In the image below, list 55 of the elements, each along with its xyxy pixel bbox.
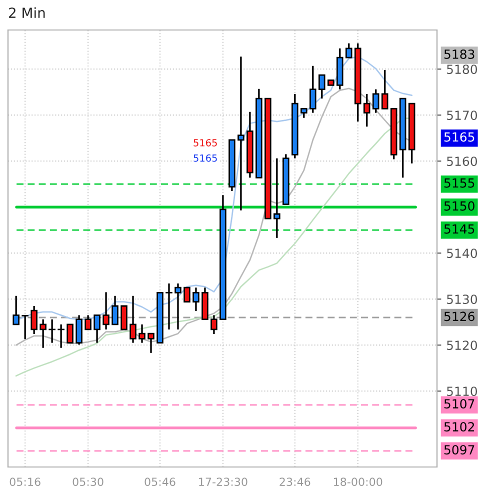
candlestick bbox=[58, 324, 64, 349]
ref-line-label: 5145 bbox=[444, 224, 474, 234]
candlestick bbox=[130, 295, 136, 344]
text: 5183 bbox=[444, 49, 474, 59]
ref-line-label: 5102 bbox=[444, 422, 474, 432]
candlestick bbox=[381, 69, 388, 110]
candlestick bbox=[12, 295, 20, 326]
x-tick-label: 17-23:30 bbox=[199, 478, 248, 486]
y-tick-label: 5170 bbox=[446, 110, 478, 120]
candlestick bbox=[166, 282, 172, 330]
candlestick bbox=[210, 314, 218, 335]
candlestick bbox=[345, 42, 352, 58]
x-tick-label: 18-00:00 bbox=[334, 478, 382, 486]
y-tick-label: 5120 bbox=[446, 340, 478, 350]
ref-line-label: 5155 bbox=[444, 178, 474, 188]
candlestick bbox=[192, 286, 200, 312]
candlestick bbox=[76, 314, 82, 346]
candlestick bbox=[84, 314, 92, 330]
x-tick-label: 05:16 bbox=[10, 478, 40, 486]
annotation: 5165 bbox=[194, 139, 217, 146]
x-tick-label: 05:30 bbox=[72, 478, 104, 486]
candlestick bbox=[138, 324, 146, 344]
candlestick bbox=[309, 65, 316, 114]
y-tick-label: 5160 bbox=[446, 156, 478, 166]
candlestick bbox=[94, 314, 100, 344]
ref-line-label: 5097 bbox=[444, 445, 474, 455]
candlestick bbox=[274, 158, 280, 239]
candlestick bbox=[40, 318, 46, 349]
y-tick-label: 5110 bbox=[446, 386, 478, 396]
candlestick bbox=[66, 324, 74, 344]
chart-title: 2 Min bbox=[9, 7, 45, 18]
candlestick bbox=[184, 286, 190, 303]
y-tick-label: 5130 bbox=[446, 294, 478, 304]
annotation: 5165 bbox=[194, 154, 217, 162]
y-tick-label: 5140 bbox=[446, 248, 478, 258]
candlestick bbox=[120, 305, 128, 330]
ref-line-label: 5150 bbox=[444, 201, 474, 211]
ref-line-label: 5126 bbox=[444, 312, 474, 322]
text: 5165 bbox=[444, 132, 474, 142]
y-tick-label: 5180 bbox=[446, 64, 478, 74]
candlestick bbox=[238, 56, 244, 212]
candlestick bbox=[48, 318, 56, 344]
candlestick bbox=[102, 291, 110, 330]
candlestick bbox=[363, 93, 370, 128]
candlestick bbox=[300, 108, 308, 119]
candlestick bbox=[318, 74, 326, 100]
candlestick bbox=[148, 332, 154, 354]
x-tick-label: 05:46 bbox=[144, 478, 176, 486]
x-tick-label: 23:46 bbox=[280, 478, 310, 486]
candlestick bbox=[372, 88, 380, 114]
ref-line-label: 5107 bbox=[444, 399, 474, 409]
candlestick bbox=[30, 305, 38, 335]
candlestick bbox=[174, 282, 182, 330]
candlestick bbox=[112, 295, 118, 326]
candlestick bbox=[22, 314, 28, 340]
